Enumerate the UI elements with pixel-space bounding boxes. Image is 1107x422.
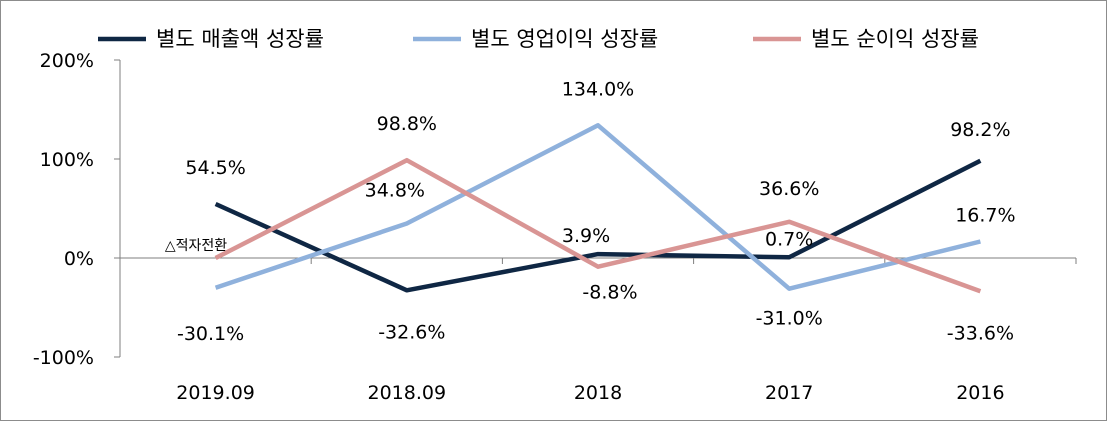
series-line-3 bbox=[214, 157, 982, 294]
data-label: △적자전환 bbox=[165, 238, 227, 254]
data-label: -30.1% bbox=[177, 323, 244, 345]
data-label: -32.6% bbox=[378, 321, 445, 343]
data-label: 134.0% bbox=[562, 78, 634, 100]
chart-axes: -100% 0% 100% 200% 2019.09 2018.09 2018 2017 201… bbox=[33, 50, 1077, 404]
x-tick-label: 2019.09 bbox=[176, 382, 255, 404]
x-tick-label: 2017 bbox=[765, 382, 813, 404]
data-label: 54.5% bbox=[185, 157, 245, 179]
x-tick-label: 2016 bbox=[956, 382, 1004, 404]
data-label: -31.0% bbox=[756, 308, 823, 330]
y-tick-label: -100% bbox=[33, 347, 94, 369]
legend-label: 별도 매출액 성장률 bbox=[156, 27, 324, 51]
series-line-2 bbox=[214, 123, 981, 291]
data-label: 34.8% bbox=[365, 180, 425, 202]
y-tick-label: 100% bbox=[40, 149, 94, 171]
data-label: -33.6% bbox=[947, 322, 1014, 344]
data-label: 98.2% bbox=[950, 119, 1010, 141]
data-labels: 54.5% -32.6% 3.9% 0.7% 98.2% -30.1% 34.8% 134.0… bbox=[165, 78, 1016, 344]
data-label: 36.6% bbox=[759, 178, 819, 200]
data-label: 98.8% bbox=[377, 113, 437, 135]
data-label: 0.7% bbox=[765, 228, 813, 250]
legend: 별도 매출액 성장률 별도 영업이익 성장률 별도 순이익 성장률 bbox=[98, 27, 979, 51]
series-line-1 bbox=[214, 158, 982, 293]
y-tick-label: 0% bbox=[64, 248, 94, 270]
y-tick-label: 200% bbox=[40, 50, 94, 72]
data-label: -8.8% bbox=[582, 282, 637, 304]
x-tick-label: 2018 bbox=[574, 382, 622, 404]
x-tick-label: 2018.09 bbox=[368, 382, 447, 404]
legend-label: 별도 영업이익 성장률 bbox=[471, 27, 658, 51]
data-label: 3.9% bbox=[562, 225, 610, 247]
data-label: 16.7% bbox=[955, 204, 1015, 226]
series-lines bbox=[214, 123, 982, 294]
legend-label: 별도 순이익 성장률 bbox=[811, 27, 979, 51]
